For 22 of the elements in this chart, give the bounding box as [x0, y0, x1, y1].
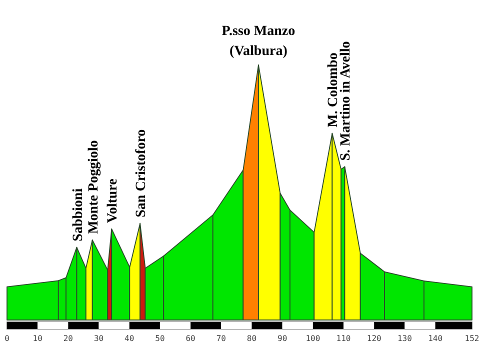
x-tick-label: 10 — [32, 334, 43, 343]
x-tick-label: 90 — [278, 334, 288, 343]
x-tick-label: 120 — [366, 334, 382, 343]
annotation: S. Martino in Avello — [338, 41, 354, 161]
x-tick-label: 140 — [428, 334, 443, 343]
annotation: Monte Poggiolo — [86, 140, 102, 234]
x-tick-label: 100 — [306, 334, 320, 343]
x-tick-label: 130 — [397, 334, 412, 343]
x-tick-label: 50 — [155, 334, 165, 343]
annotation: P.sso Manzo (Valbura) — [222, 24, 296, 59]
x-tick-label: 70 — [216, 334, 226, 343]
x-tick-label: 110 — [336, 334, 351, 343]
annotation: Volture — [106, 178, 121, 223]
x-tick-label: 20 — [63, 334, 74, 343]
x-tick-label: 60 — [186, 334, 196, 343]
x-tick-label: 40 — [124, 334, 134, 343]
x-tick-label: 30 — [94, 334, 104, 343]
x-tick-label: 0 — [4, 334, 10, 343]
x-tick-label: 80 — [246, 334, 257, 343]
annotation: San Cristoforo — [134, 129, 150, 218]
annotation: Sabbioni — [70, 188, 86, 242]
x-tick-label: 152 — [464, 334, 480, 343]
